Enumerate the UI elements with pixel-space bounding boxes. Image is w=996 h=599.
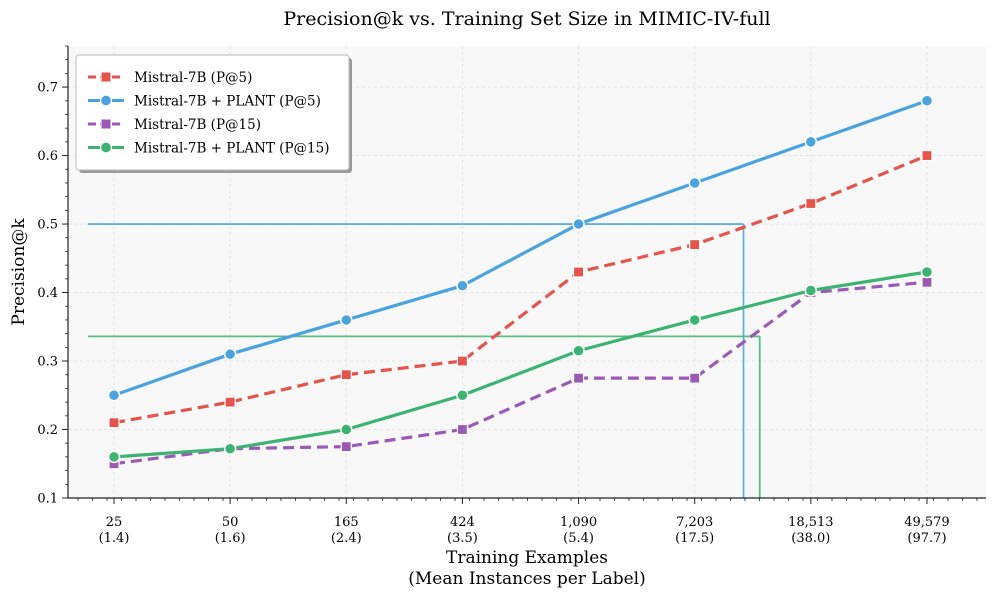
data-point-marker xyxy=(572,266,585,278)
y-tick-label: 0.4 xyxy=(37,286,58,301)
y-tick-label: 0.6 xyxy=(37,149,58,164)
x-ticks: 25(1.4) 50(1.6) 165(2.4) 424(3.5) 1,090(5.4)… xyxy=(77,498,978,546)
legend-items: Mistral-7B (P@5) Mistral-7B + PLANT (P@5)… xyxy=(88,70,329,157)
series-group xyxy=(107,94,934,470)
x-tick-label: 1,090 xyxy=(560,515,597,530)
x-tick-sublabel: (1.4) xyxy=(99,531,130,546)
data-point-marker xyxy=(456,279,469,292)
x-tick-label: 49,579 xyxy=(904,515,950,530)
data-point-marker xyxy=(456,389,469,402)
series-line-2 xyxy=(113,99,928,397)
data-point-marker xyxy=(340,313,353,327)
data-point-marker xyxy=(921,149,933,162)
data-point-marker xyxy=(340,441,352,453)
data-point-marker xyxy=(920,265,934,279)
legend: Mistral-7B (P@5) Mistral-7B + PLANT (P@5)… xyxy=(75,54,352,173)
series-line-1 xyxy=(113,154,928,425)
data-point-marker xyxy=(223,442,237,455)
y-axis-label: Precision@k xyxy=(9,218,29,326)
y-tick-label: 0.3 xyxy=(37,355,58,370)
x-tick-sublabel: (97.7) xyxy=(907,531,946,546)
x-tick-sublabel: (38.0) xyxy=(791,531,830,546)
data-point-marker xyxy=(689,372,701,384)
x-tick-sublabel: (1.6) xyxy=(215,531,246,546)
legend-label: Mistral-7B (P@15) xyxy=(134,117,261,133)
legend-marker xyxy=(100,71,112,83)
y-tick-label: 0.5 xyxy=(37,218,58,233)
data-point-marker xyxy=(920,94,934,108)
x-tick-sublabel: (3.5) xyxy=(447,531,478,546)
legend-label: Mistral-7B + PLANT (P@5) xyxy=(134,94,321,110)
chart-title: Precision@k vs. Training Set Size in MIM… xyxy=(283,8,770,30)
y-tick-label: 0.7 xyxy=(37,81,58,96)
series-line-3 xyxy=(113,280,928,466)
data-point-marker xyxy=(572,372,585,384)
data-point-marker xyxy=(107,389,121,402)
data-point-marker xyxy=(340,369,352,381)
data-point-marker xyxy=(572,344,585,358)
data-point-marker xyxy=(108,417,120,429)
data-point-marker xyxy=(804,284,818,297)
legend-label: Mistral-7B (P@5) xyxy=(134,70,252,86)
data-point-marker xyxy=(224,396,236,408)
data-point-marker xyxy=(456,423,469,436)
x-tick-label: 50 xyxy=(222,515,239,530)
data-point-marker xyxy=(921,276,933,288)
x-tick-label: 18,513 xyxy=(788,515,834,530)
legend-marker xyxy=(100,118,112,130)
x-tick-label: 424 xyxy=(450,515,475,530)
y-tick-label: 0.2 xyxy=(37,423,58,438)
series-line-4 xyxy=(113,270,928,459)
data-point-marker xyxy=(223,347,237,361)
data-point-marker xyxy=(805,197,817,210)
x-tick-label: 7,203 xyxy=(676,515,713,530)
x-tick-sublabel: (5.4) xyxy=(563,531,594,546)
data-point-marker xyxy=(572,217,585,231)
legend-marker xyxy=(99,141,113,154)
x-tick-label: 165 xyxy=(334,515,359,530)
data-point-marker xyxy=(688,313,701,327)
data-point-marker xyxy=(689,239,701,251)
reference-lines xyxy=(88,223,761,498)
data-point-marker xyxy=(804,135,818,149)
x-tick-sublabel: (17.5) xyxy=(675,531,714,546)
data-point-marker xyxy=(456,355,469,367)
x-axis-label-line1: Training Examples xyxy=(446,548,608,568)
legend-box xyxy=(75,54,350,171)
legend-label: Mistral-7B + PLANT (P@15) xyxy=(134,141,329,157)
y-ticks: 0.1 0.2 0.3 0.4 0.5 0.6 0.7 xyxy=(37,45,68,507)
x-tick-sublabel: (2.4) xyxy=(331,531,362,546)
data-point-marker xyxy=(340,423,353,436)
x-tick-label: 25 xyxy=(106,515,123,530)
data-point-marker xyxy=(107,450,121,464)
axes xyxy=(67,46,986,499)
legend-marker xyxy=(99,94,113,107)
y-tick-label: 0.1 xyxy=(37,492,58,507)
data-point-marker xyxy=(688,176,701,190)
x-axis-label-line2: (Mean Instances per Label) xyxy=(408,569,646,589)
